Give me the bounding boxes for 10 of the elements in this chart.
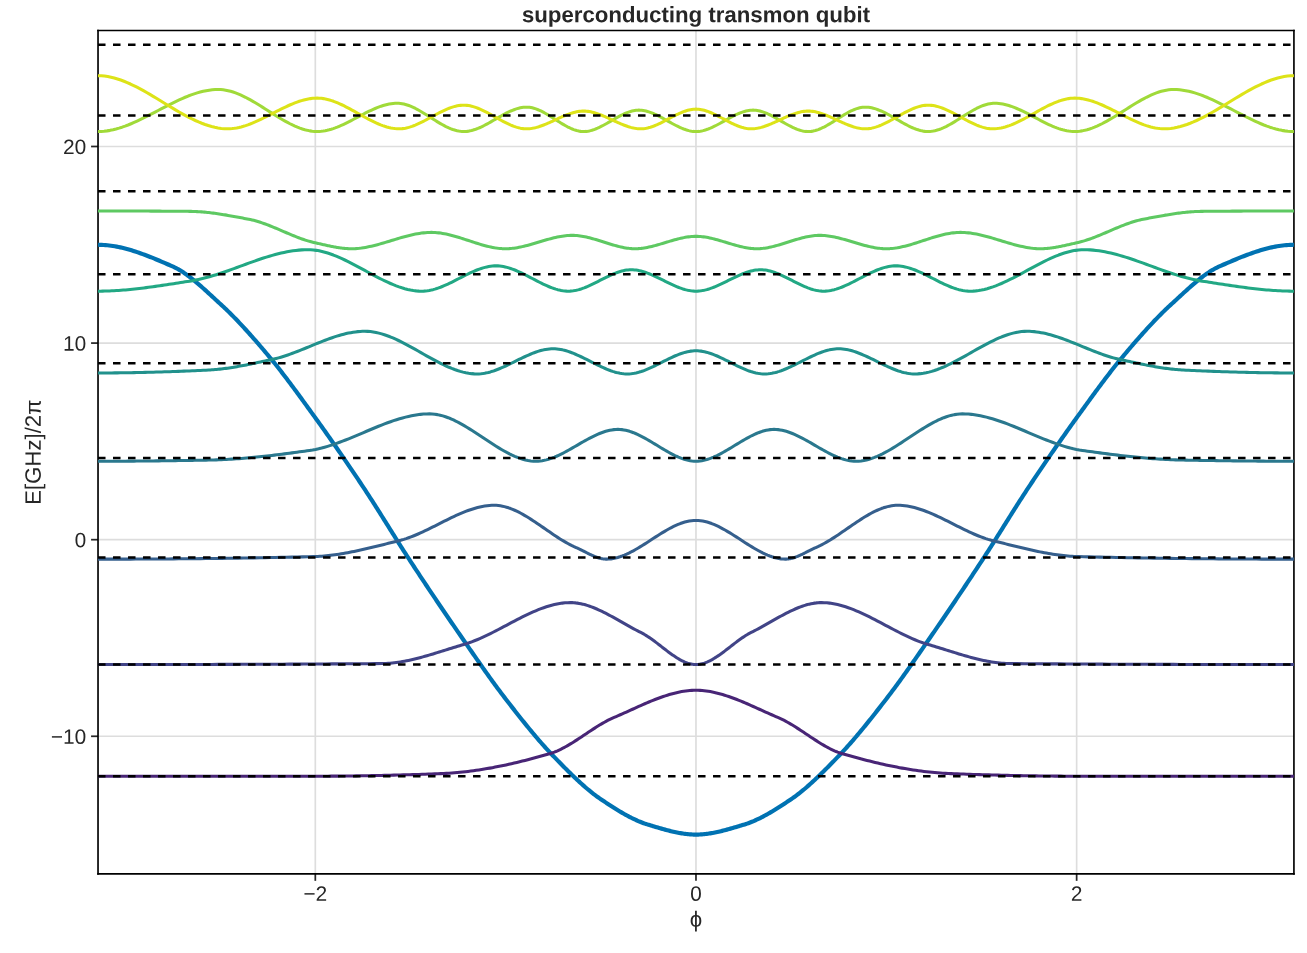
y-tick-label: 20 [64, 139, 86, 155]
y-tick-label: 10 [64, 336, 86, 351]
x-axis-title: ϕ [690, 910, 702, 932]
y-axis-title: E[GHz]/2π [24, 400, 46, 504]
x-tick-label: 2 [1071, 886, 1082, 901]
chart-title: superconducting transmon qubit [522, 6, 870, 27]
x-tick-label: −2 [304, 886, 327, 901]
x-tick-label: 0 [691, 886, 701, 902]
y-tick-label: 0 [75, 532, 86, 548]
y-tick-label: −10 [51, 729, 86, 745]
